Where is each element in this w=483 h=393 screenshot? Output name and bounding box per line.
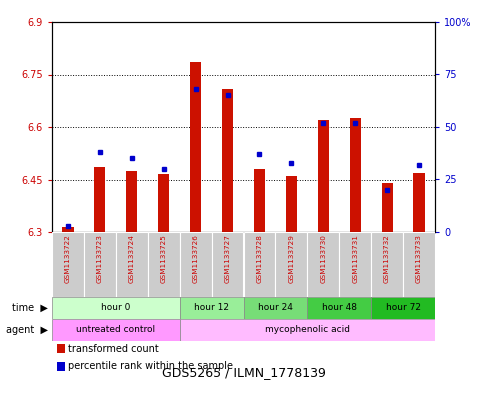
- Text: GSM1133725: GSM1133725: [161, 235, 167, 283]
- Text: GSM1133727: GSM1133727: [225, 235, 230, 283]
- Bar: [62, 227, 73, 232]
- FancyBboxPatch shape: [52, 319, 180, 341]
- FancyBboxPatch shape: [371, 232, 403, 297]
- FancyBboxPatch shape: [243, 232, 275, 297]
- Text: GSM1133728: GSM1133728: [256, 235, 262, 283]
- FancyBboxPatch shape: [307, 297, 371, 319]
- FancyBboxPatch shape: [148, 232, 180, 297]
- Bar: [350, 118, 361, 232]
- FancyBboxPatch shape: [180, 319, 435, 341]
- Text: GSM1133730: GSM1133730: [320, 235, 327, 283]
- Text: percentile rank within the sample: percentile rank within the sample: [68, 361, 233, 371]
- FancyBboxPatch shape: [212, 232, 243, 297]
- Bar: [190, 62, 201, 232]
- FancyBboxPatch shape: [339, 232, 371, 297]
- FancyBboxPatch shape: [52, 297, 180, 319]
- FancyBboxPatch shape: [180, 297, 243, 319]
- FancyBboxPatch shape: [116, 232, 148, 297]
- Bar: [126, 171, 137, 232]
- Bar: [318, 120, 329, 232]
- Text: hour 24: hour 24: [258, 303, 293, 312]
- Text: mycophenolic acid: mycophenolic acid: [265, 325, 350, 334]
- FancyBboxPatch shape: [243, 297, 307, 319]
- Bar: [222, 88, 233, 232]
- Text: hour 0: hour 0: [101, 303, 130, 312]
- Text: GSM1133729: GSM1133729: [288, 235, 294, 283]
- Text: untreated control: untreated control: [76, 325, 156, 334]
- Text: time  ▶: time ▶: [12, 303, 48, 313]
- Text: agent  ▶: agent ▶: [6, 325, 48, 335]
- Bar: [94, 167, 105, 232]
- Text: hour 72: hour 72: [385, 303, 421, 312]
- FancyBboxPatch shape: [275, 232, 307, 297]
- Text: GSM1133722: GSM1133722: [65, 235, 71, 283]
- FancyBboxPatch shape: [52, 232, 84, 297]
- FancyBboxPatch shape: [403, 232, 435, 297]
- Text: GSM1133726: GSM1133726: [193, 235, 199, 283]
- FancyBboxPatch shape: [180, 232, 212, 297]
- Bar: [158, 174, 170, 232]
- Text: transformed count: transformed count: [68, 343, 158, 354]
- Text: GSM1133733: GSM1133733: [416, 235, 422, 283]
- Text: GSM1133724: GSM1133724: [129, 235, 135, 283]
- Text: hour 48: hour 48: [322, 303, 357, 312]
- Text: GSM1133723: GSM1133723: [97, 235, 103, 283]
- Text: GSM1133731: GSM1133731: [352, 235, 358, 283]
- Text: GDS5265 / ILMN_1778139: GDS5265 / ILMN_1778139: [161, 366, 326, 379]
- FancyBboxPatch shape: [84, 232, 116, 297]
- Bar: [382, 183, 393, 232]
- FancyBboxPatch shape: [307, 232, 339, 297]
- Bar: [286, 176, 297, 232]
- Text: GSM1133732: GSM1133732: [384, 235, 390, 283]
- FancyBboxPatch shape: [371, 297, 435, 319]
- Text: hour 12: hour 12: [194, 303, 229, 312]
- Bar: [254, 169, 265, 232]
- Bar: [413, 173, 425, 232]
